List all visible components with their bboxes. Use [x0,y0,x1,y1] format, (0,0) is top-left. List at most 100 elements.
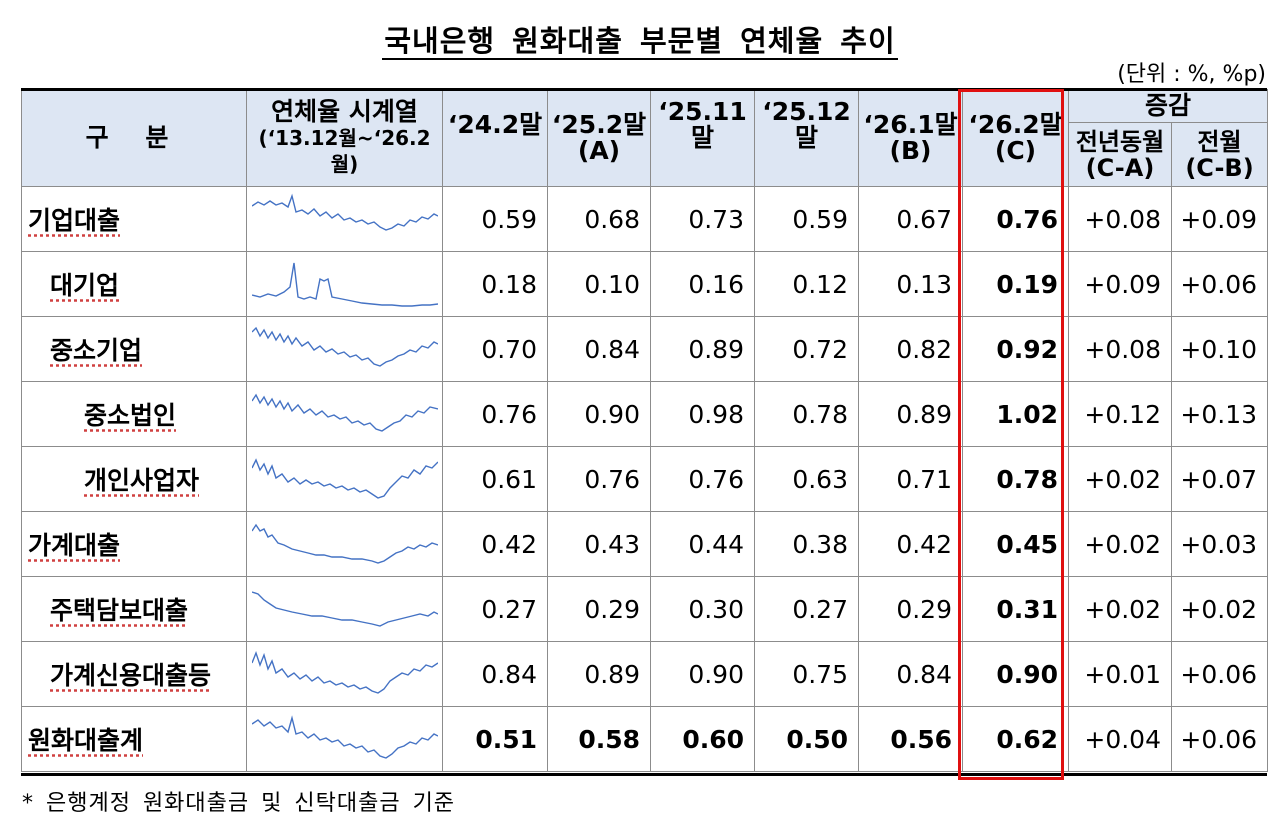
value-cell: 0.73 [650,186,755,252]
row-label: 개인사업자 [21,446,247,512]
value-cell-current: 0.90 [962,641,1069,707]
sparkline-cell [246,381,443,447]
header-series: 연체율 시계열 (‘13.12월~‘26.2월) [246,89,443,187]
col-label: ‘26.2말 [968,110,1063,139]
sparkline-cell [246,576,443,642]
bottom-rule [21,773,1267,776]
value-cell: 0.12 [754,251,859,317]
yoy-label: 전년동월 [1075,127,1165,156]
row-label-text: 중소기업 [50,336,143,365]
yoy-cell: +0.02 [1068,511,1172,577]
value-cell: 0.42 [442,511,548,577]
value-cell: 0.29 [858,576,963,642]
sparkline-cell [246,251,443,317]
row-label: 기업대출 [21,186,247,252]
value-cell: 0.61 [442,446,548,512]
sparkline [251,262,438,307]
sparkline [251,458,438,499]
value-cell: 0.30 [650,576,755,642]
header-change: 증감 [1067,88,1269,124]
header-col-2: ‘25.2말 (A) [547,89,651,187]
mom-cell: +0.13 [1170,381,1269,447]
sparkline [251,326,438,367]
sparkline-cell [246,186,443,252]
value-cell: 0.76 [547,446,651,512]
header-series-label: 연체율 시계열 [271,97,418,126]
current-column-highlight [958,89,1064,780]
yoy-sub: (C-A) [1085,153,1155,182]
value-cell: 0.90 [650,641,755,707]
value-cell: 0.84 [547,316,651,382]
value-cell: 0.43 [547,511,651,577]
value-cell: 0.90 [547,381,651,447]
value-cell: 0.38 [754,511,859,577]
table-title: 국내은행 원화대출 부문별 연체율 추이 [382,24,898,60]
value-cell: 0.59 [442,186,548,252]
mom-cell: +0.06 [1170,706,1269,772]
table-row: 주택담보대출 0.27 0.29 0.30 0.27 0.29 0.31 +0.… [21,576,1269,642]
row-label: 가계신용대출등 [21,641,247,707]
sparkline-cell [246,641,443,707]
header-col-6: ‘26.2말 (C) [962,89,1069,187]
value-cell: 0.75 [754,641,859,707]
col-sub: (B) [889,136,932,165]
row-label-text: 대기업 [50,271,120,300]
row-label: 중소기업 [21,316,247,382]
mom-cell: +0.06 [1170,641,1269,707]
value-cell: 0.76 [442,381,548,447]
header-col-5: ‘26.1말 (B) [858,89,963,187]
value-cell-current: 1.02 [962,381,1069,447]
sparkline [251,523,438,564]
sparkline [251,650,438,694]
header-col-4: ‘25.12말 [754,89,859,187]
value-cell: 0.42 [858,511,963,577]
value-cell: 0.70 [442,316,548,382]
row-label: 원화대출계 [21,706,247,772]
sparkline-cell [246,316,443,382]
value-cell: 0.72 [754,316,859,382]
value-cell: 0.10 [547,251,651,317]
value-cell: 0.58 [547,706,651,772]
value-cell: 0.27 [754,576,859,642]
value-cell: 0.60 [650,706,755,772]
value-cell: 0.82 [858,316,963,382]
yoy-cell: +0.02 [1068,576,1172,642]
table-row: 기업대출 0.59 0.68 0.73 0.59 0.67 0.76 +0.08… [21,186,1269,252]
value-cell: 0.68 [547,186,651,252]
header-series-range: (‘13.12월~‘26.2월) [258,126,431,176]
header-mom: 전월 (C-B) [1170,122,1269,187]
yoy-cell: +0.01 [1068,641,1172,707]
table-row: 중소기업 0.70 0.84 0.89 0.72 0.82 0.92 +0.08… [21,316,1269,382]
value-cell: 0.84 [858,641,963,707]
header-col-3: ‘25.11말 [650,89,755,187]
header-yoy: 전년동월 (C-A) [1068,122,1172,187]
header-category: 구 분 [21,89,247,187]
value-cell: 0.44 [650,511,755,577]
row-label-text: 중소법인 [84,401,177,430]
value-cell: 0.16 [650,251,755,317]
value-cell: 0.89 [858,381,963,447]
value-cell: 0.27 [442,576,548,642]
col-sub: (C) [994,136,1037,165]
table-row: 가계대출 0.42 0.43 0.44 0.38 0.42 0.45 +0.02… [21,511,1269,577]
value-cell: 0.51 [442,706,548,772]
value-cell-current: 0.31 [962,576,1069,642]
mom-cell: +0.06 [1170,251,1269,317]
value-cell: 0.29 [547,576,651,642]
mom-sub: (C-B) [1185,153,1254,182]
value-cell-current: 0.19 [962,251,1069,317]
col-label: ‘24.2말 [447,110,543,139]
yoy-cell: +0.08 [1068,186,1172,252]
col-label: ‘26.1말 [863,110,958,139]
mom-cell: +0.10 [1170,316,1269,382]
value-cell: 0.67 [858,186,963,252]
sparkline-cell [246,446,443,512]
value-cell: 0.13 [858,251,963,317]
row-label: 대기업 [21,251,247,317]
value-cell-current: 0.92 [962,316,1069,382]
col-sub: (A) [577,136,621,165]
row-label-text: 원화대출계 [28,726,144,755]
sparkline [251,393,438,432]
footnote: * 은행계정 원화대출금 및 신탁대출금 기준 [22,791,456,816]
header-row-1: 구 분 연체율 시계열 (‘13.12월~‘26.2월) ‘24.2말 ‘25.… [21,88,1269,187]
